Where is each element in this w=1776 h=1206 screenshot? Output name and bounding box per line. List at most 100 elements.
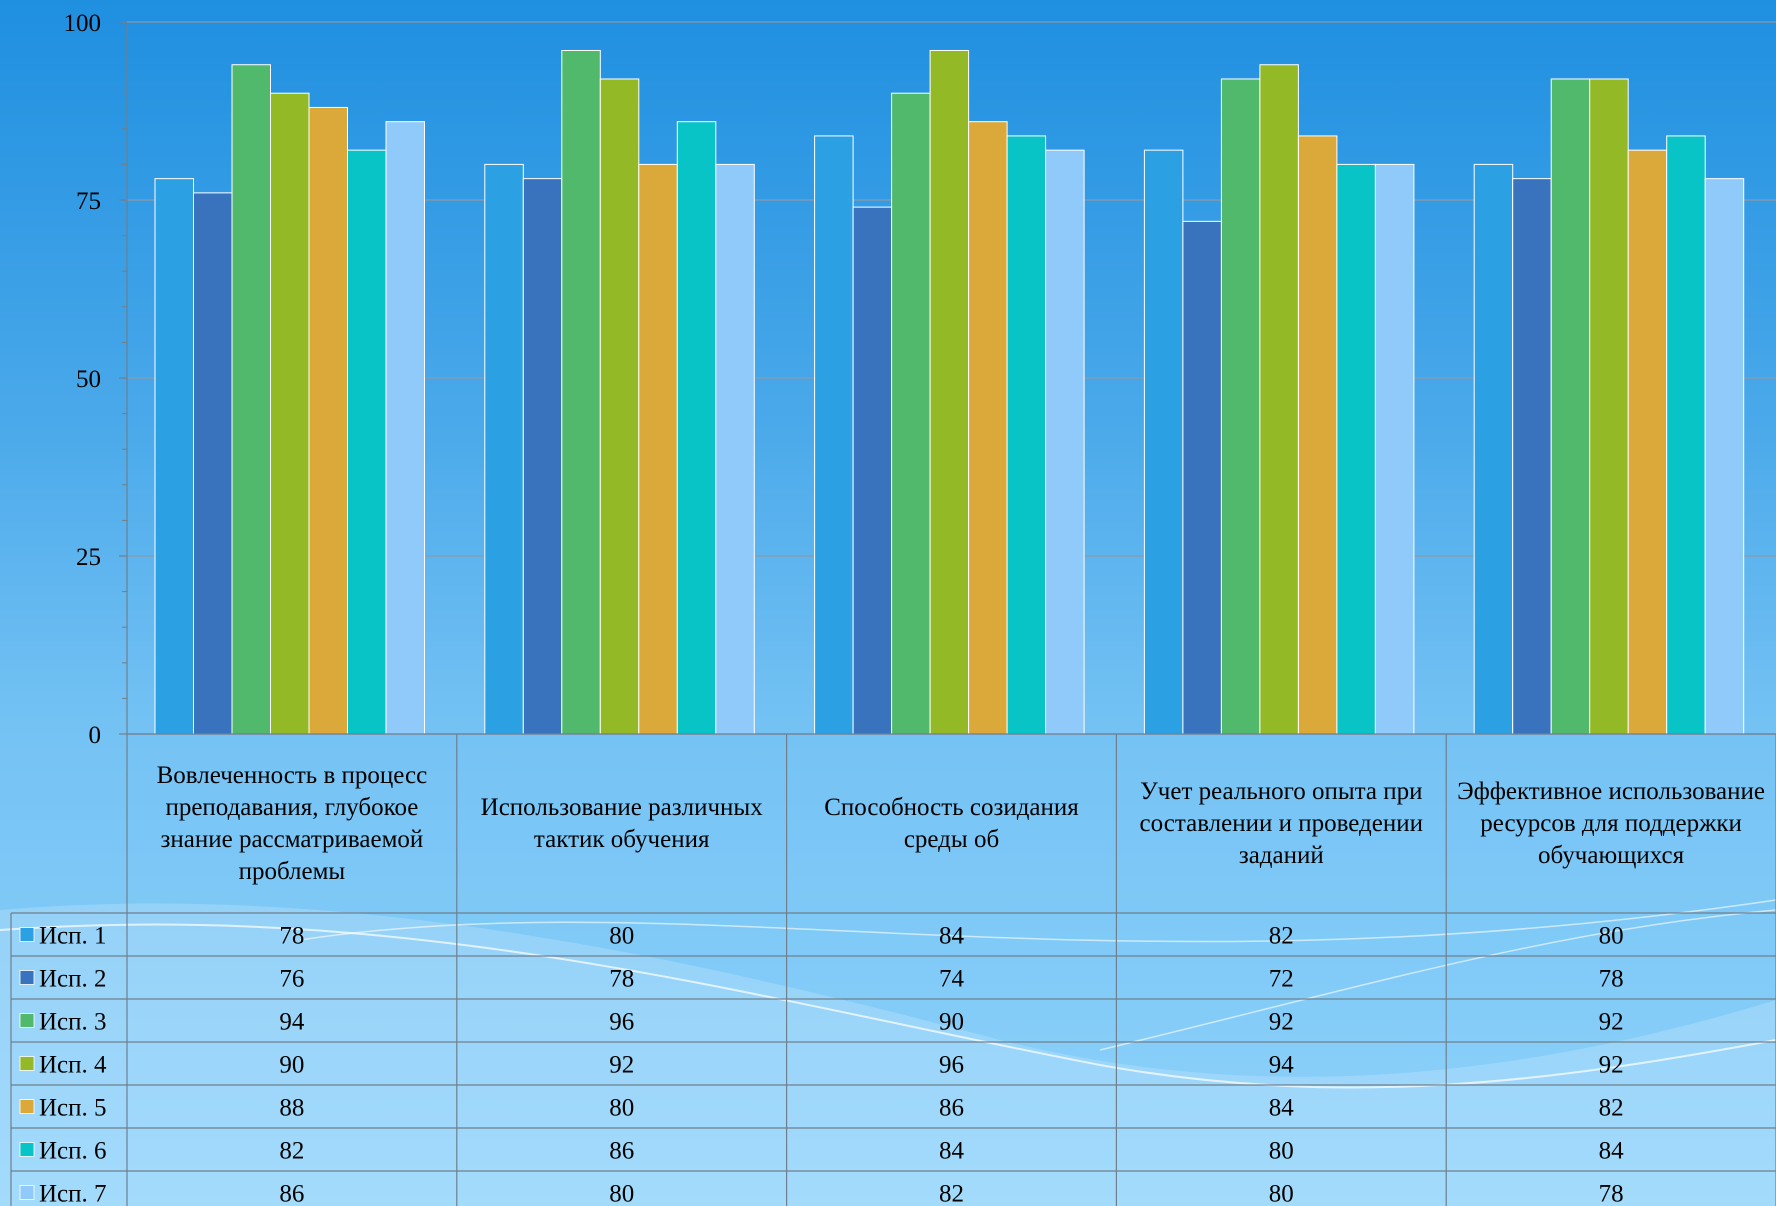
series-name: Исп. 6 (39, 1138, 107, 1165)
bar (1589, 78, 1629, 735)
category-label: Использование различных тактик обучения (465, 736, 779, 911)
category-label-text: Эффективное использование ресурсов для п… (1457, 777, 1766, 869)
bar (968, 121, 1008, 735)
bar (676, 121, 717, 735)
data-label: 76 (279, 966, 304, 993)
bar (891, 92, 931, 735)
series-name: Исп. 4 (39, 1052, 107, 1079)
bar (1259, 64, 1299, 735)
bar (1627, 149, 1668, 735)
data-label: 92 (1599, 1009, 1624, 1036)
series-name: Исп. 3 (39, 1009, 107, 1036)
data-label: 86 (279, 1181, 304, 1206)
data-label: 86 (609, 1138, 634, 1165)
bar (1374, 163, 1415, 735)
bar (561, 49, 601, 735)
bar (852, 206, 893, 735)
y-tick-label: 50 (76, 366, 101, 393)
data-label: 84 (939, 923, 965, 950)
data-label: 72 (1269, 966, 1294, 993)
data-label: 82 (1599, 1095, 1624, 1122)
bar (599, 78, 640, 735)
data-label: 96 (609, 1009, 634, 1036)
bar (1006, 135, 1047, 735)
series-name: Исп. 1 (39, 923, 107, 950)
series-name: Исп. 2 (39, 966, 107, 993)
data-label: 78 (1599, 1181, 1624, 1206)
bar (347, 149, 387, 735)
data-label: 80 (609, 923, 634, 950)
bar (1143, 149, 1184, 735)
data-label: 92 (609, 1052, 634, 1079)
bar (1512, 178, 1552, 735)
legend-key (19, 1013, 35, 1028)
legend-key (19, 1142, 35, 1157)
legend-key (19, 1056, 35, 1071)
bar (1336, 163, 1376, 735)
bar (929, 49, 970, 735)
bars (154, 49, 1745, 735)
data-label: 88 (279, 1095, 304, 1122)
category-label-text: Использование различных тактик обучения (480, 793, 763, 853)
series-name: Исп. 5 (39, 1095, 107, 1122)
data-label: 80 (1599, 923, 1624, 950)
bar (1704, 178, 1745, 735)
bar (308, 106, 348, 735)
data-label: 80 (1269, 1181, 1294, 1206)
data-label: 80 (609, 1181, 634, 1206)
y-tick-label: 100 (64, 10, 102, 37)
data-label: 94 (1269, 1052, 1295, 1079)
bar (1666, 135, 1706, 735)
data-label: 78 (609, 966, 634, 993)
y-tick-label: 75 (76, 188, 101, 215)
legend-key (19, 1185, 35, 1200)
bar (154, 178, 194, 735)
data-table-values: 78 80 84 82 80 76 78 74 72 78 94 96 90 92 92 90 92 96 94 92… (279, 923, 1624, 1206)
bar (1220, 78, 1261, 735)
data-label: 94 (279, 1009, 305, 1036)
data-label: 78 (279, 923, 304, 950)
y-tick-label: 0 (89, 722, 102, 749)
category-label-text: Способность созидания среды об (824, 793, 1079, 853)
bar (1182, 220, 1222, 735)
bar (1297, 135, 1338, 735)
bar (270, 92, 310, 735)
data-label: 80 (1269, 1138, 1294, 1165)
data-label: 82 (1269, 923, 1294, 950)
series-name: Исп. 7 (39, 1181, 107, 1206)
data-label: 74 (939, 966, 965, 993)
data-label: 82 (279, 1138, 304, 1165)
y-axis: 0 25 50 75 100 (64, 10, 128, 749)
category-label: Вовлеченность в процесс преподавания, гл… (135, 736, 449, 911)
category-label-text: Вовлеченность в процесс преподавания, гл… (156, 761, 428, 885)
category-label-text: Учет реального опыта при составлении и п… (1139, 777, 1424, 869)
data-label: 96 (939, 1052, 964, 1079)
data-label: 84 (1599, 1138, 1625, 1165)
bar (1473, 163, 1514, 735)
data-label: 84 (939, 1138, 965, 1165)
legend-key (19, 927, 35, 942)
bar (1045, 149, 1085, 735)
data-label: 80 (609, 1095, 634, 1122)
bar (1550, 78, 1591, 735)
data-label: 92 (1599, 1052, 1624, 1079)
bar (814, 135, 854, 735)
y-tick-label: 25 (76, 544, 101, 571)
data-table-grid (10, 733, 1776, 1206)
legend-key (19, 970, 35, 985)
data-label: 78 (1599, 966, 1624, 993)
bar (715, 163, 755, 735)
bar (193, 192, 233, 735)
bar (638, 163, 678, 735)
category-label: Эффективное использование ресурсов для п… (1454, 736, 1768, 911)
bar (231, 64, 271, 735)
bar (385, 121, 425, 735)
data-label: 84 (1269, 1095, 1295, 1122)
legend-key (19, 1099, 35, 1114)
category-label: Способность созидания среды об (795, 736, 1109, 911)
data-label: 90 (939, 1009, 964, 1036)
data-table-legend: Исп. 1 Исп. 2 Исп. 3 Исп. 4 Исп. 5 Исп. 6 Исп.… (19, 923, 107, 1206)
data-label: 90 (279, 1052, 304, 1079)
